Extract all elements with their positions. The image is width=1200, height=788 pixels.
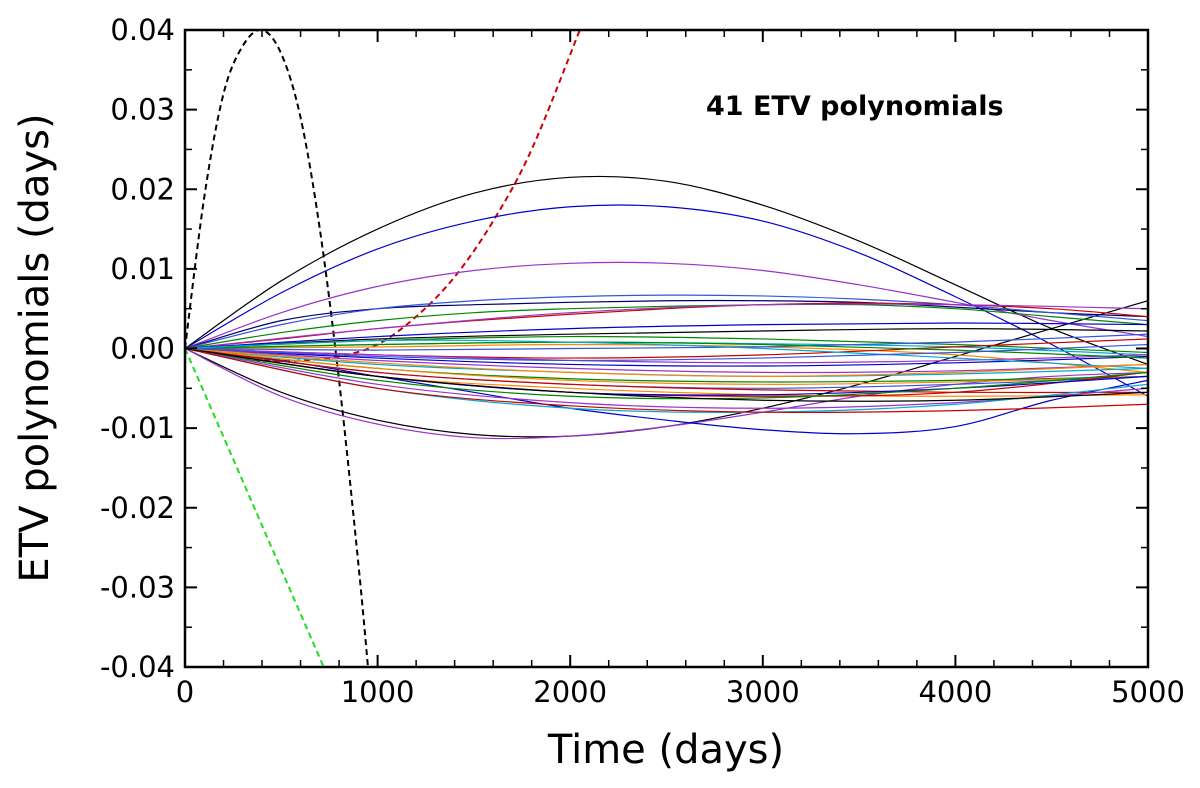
chart-annotation: 41 ETV polynomials — [706, 91, 1004, 122]
series-line-19 — [185, 333, 1148, 351]
y-tick-label: -0.02 — [100, 491, 175, 525]
series-line-32 — [185, 347, 1148, 409]
x-tick-label: 3000 — [726, 675, 800, 709]
series-line-3 — [185, 348, 325, 667]
y-tick-label: -0.04 — [100, 650, 175, 684]
x-tick-label: 0 — [176, 675, 194, 709]
series-line-12 — [185, 303, 1148, 350]
series-line-21 — [185, 347, 1148, 367]
series-line-38 — [185, 322, 1148, 350]
series-line-7 — [185, 300, 1148, 438]
series-line-31 — [185, 347, 1148, 400]
series-line-2 — [185, 30, 581, 363]
series-line-25 — [185, 347, 1148, 385]
series-line-34 — [185, 347, 1148, 414]
x-axis-title: Time (days) — [547, 727, 784, 773]
y-tick-label: 0.04 — [110, 13, 175, 47]
series-line-11 — [185, 294, 1148, 350]
x-tick-label: 2000 — [533, 675, 607, 709]
series-line-40 — [185, 347, 1148, 377]
series-line-41 — [185, 343, 1148, 362]
series-line-39 — [185, 339, 1148, 370]
plot-frame — [183, 28, 1150, 669]
series-line-5 — [185, 204, 1148, 397]
x-tick-label: 4000 — [918, 675, 992, 709]
y-tick-label: -0.03 — [100, 570, 175, 604]
series-line-1 — [185, 30, 369, 667]
x-tick-label: 5000 — [1111, 675, 1185, 709]
series-layer — [185, 30, 1148, 667]
y-tick-label: 0.01 — [110, 252, 175, 286]
x-tick-label: 1000 — [341, 675, 415, 709]
y-tick-label: 0.02 — [110, 172, 175, 206]
series-line-35 — [185, 347, 1148, 402]
series-line-15 — [185, 327, 1148, 350]
series-line-4 — [185, 175, 1148, 365]
y-tick-label: 0.03 — [110, 93, 175, 127]
tick-labels-layer: 0 1000 2000 3000 4000 5000 -0.04 -0.03 -0.02 -0.0… — [100, 13, 1185, 709]
y-axis-title: ETV polynomials (days) — [12, 113, 58, 582]
series-line-22 — [185, 347, 1148, 374]
series-line-27 — [185, 347, 1148, 394]
y-tick-label: 0.00 — [110, 332, 175, 366]
series-line-6 — [185, 261, 1148, 350]
y-tick-label: -0.01 — [100, 411, 175, 445]
series-line-14 — [185, 303, 1148, 350]
series-line-9 — [185, 347, 1148, 435]
series-line-10 — [185, 299, 1148, 350]
